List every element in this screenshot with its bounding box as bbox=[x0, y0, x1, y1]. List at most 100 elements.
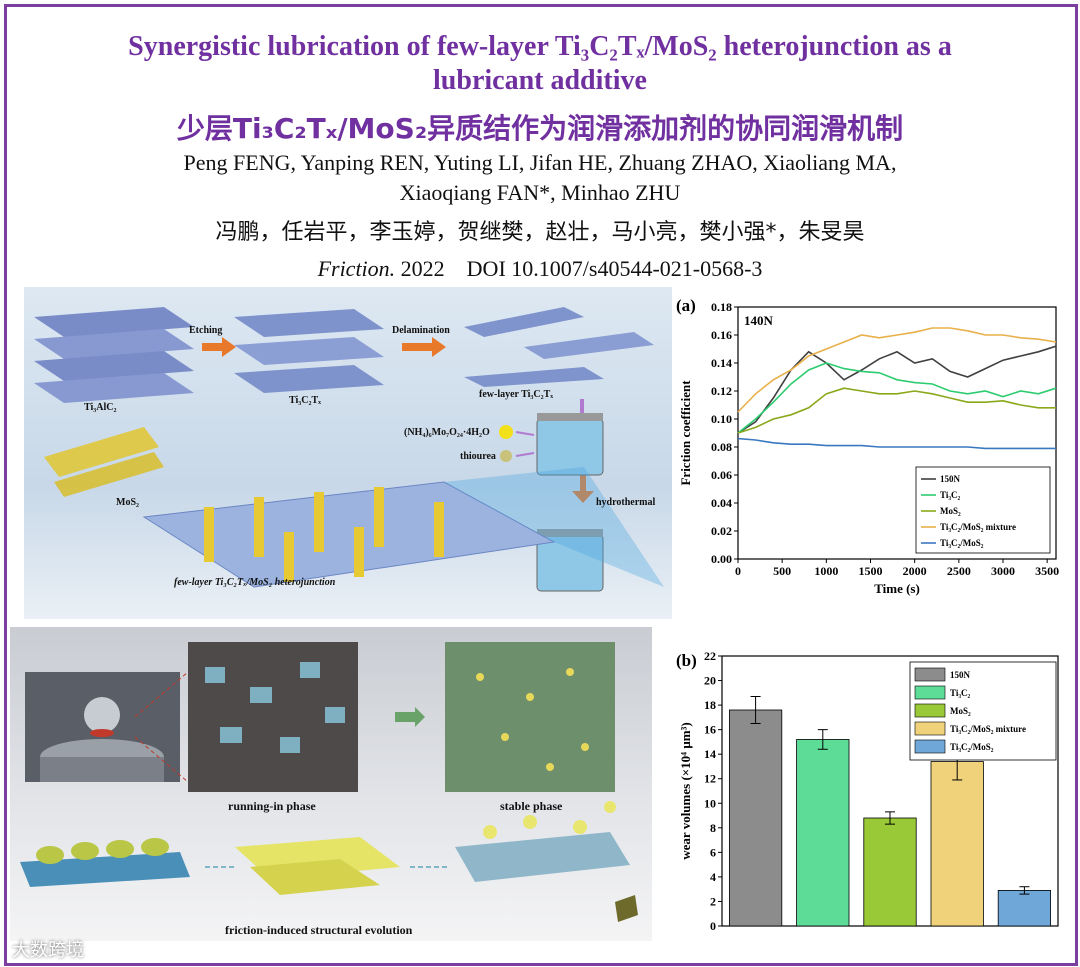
y-tick-label: 14 bbox=[704, 747, 716, 761]
evolution-stage-1 bbox=[20, 838, 190, 887]
y-tick-label: 4 bbox=[710, 870, 716, 884]
series-line-2 bbox=[737, 387, 1056, 434]
poster-frame bbox=[4, 4, 1078, 966]
hydrothermal-arrow bbox=[572, 469, 594, 503]
reactor-1 bbox=[536, 418, 604, 476]
legend-entry: 150N bbox=[950, 670, 971, 680]
series-line-3 bbox=[737, 327, 1057, 413]
y-tick-label: 0.08 bbox=[711, 440, 732, 454]
x-tick-label: 2500 bbox=[947, 564, 971, 578]
journal-year: 2022 bbox=[400, 256, 445, 281]
synthesis-schematic: Ti₃AlC₂ Etching Ti₃C₂Tₓ Delamination few… bbox=[24, 287, 672, 619]
y-tick-label: 0.06 bbox=[711, 468, 732, 482]
ti3alc2-stack bbox=[34, 307, 194, 403]
bar-1 bbox=[796, 739, 850, 927]
legend-swatch bbox=[914, 721, 946, 736]
legend-entry: MoS₂ bbox=[950, 706, 971, 716]
label-precursor: (NH₄)₆Mo₇O₂₄·4H₂O bbox=[404, 427, 490, 438]
ball bbox=[84, 697, 120, 733]
title-en-line1: Synergistic lubrication of few-layer Ti₃… bbox=[128, 31, 952, 62]
y-tick-label: 0.10 bbox=[711, 412, 732, 426]
y-tick-label: 0 bbox=[710, 919, 716, 933]
legend-entry: Ti₃C₂ bbox=[940, 490, 961, 500]
y-tick-label: 22 bbox=[704, 649, 716, 663]
label-etching: Etching bbox=[189, 325, 223, 336]
legend-swatch bbox=[914, 685, 946, 700]
legend-entry: MoS₂ bbox=[940, 506, 961, 516]
wear-volume-chart: (b) 0 2 4 6 8 10 12 14 16 18 20 22 wear volumes (×10⁴… bbox=[676, 649, 1059, 933]
authors-en-line1: Peng FENG, Yanping REN, Yuting LI, Jifan… bbox=[183, 150, 897, 175]
watermark: 大数跨境 bbox=[12, 940, 84, 961]
legend-entry: Ti₃C₂/MoS₂ mixture bbox=[940, 522, 1016, 532]
y-tick-label: 20 bbox=[704, 674, 716, 688]
legend-a bbox=[915, 466, 1051, 554]
legend-entry: 150N bbox=[940, 474, 961, 484]
etching-arrow bbox=[202, 337, 236, 357]
label-ti3alc2: Ti₃AlC₂ bbox=[84, 402, 117, 413]
bar-0 bbox=[728, 709, 783, 927]
label-evolution: friction-induced structural evolution bbox=[225, 923, 413, 937]
paper-title-en: Synergistic lubrication of few-layer Ti₃… bbox=[0, 30, 1080, 98]
legend-entry: Ti₃C₂ bbox=[950, 688, 971, 698]
phase-arrow bbox=[395, 707, 425, 727]
legend-entry: Ti₃C₂/MoS₂ bbox=[940, 538, 984, 548]
authors-en-line2: Xiaoqiang FAN*, Minhao ZHU bbox=[399, 180, 681, 205]
x-tick-label: 1500 bbox=[859, 564, 883, 578]
legend-swatch bbox=[914, 703, 946, 718]
y-tick-label: 18 bbox=[704, 698, 716, 712]
legend-swatch bbox=[914, 667, 946, 682]
authors-en: Peng FENG, Yanping REN, Yuting LI, Jifan… bbox=[0, 148, 1080, 208]
label-few-layer: few-layer Ti₃C₂Tₓ bbox=[479, 389, 554, 400]
ti3c2tx-stack bbox=[234, 309, 384, 393]
panel-label-a: (a) bbox=[676, 296, 696, 315]
legend-entry: Ti₃C₂/MoS₂ mixture bbox=[950, 724, 1026, 734]
evolution-stage-2 bbox=[235, 837, 400, 895]
journal-citation: Friction. 2022 DOI 10.1007/s40544-021-05… bbox=[0, 254, 1080, 284]
y-tick-label: 6 bbox=[710, 845, 716, 859]
series-line-4 bbox=[737, 437, 1056, 450]
label-running-in: running-in phase bbox=[228, 799, 316, 813]
evolution-stage-3 bbox=[455, 801, 638, 922]
legend-swatch bbox=[914, 739, 946, 754]
title-en-line2: lubricant additive bbox=[433, 65, 647, 96]
mechanism-illustration bbox=[20, 642, 638, 922]
y-tick-label: 2 bbox=[710, 894, 716, 908]
x-tick-label: 2000 bbox=[903, 564, 927, 578]
label-hydrothermal: hydrothermal bbox=[596, 497, 656, 508]
x-tick-label: 1000 bbox=[814, 564, 838, 578]
mos2-nanosheets bbox=[44, 427, 164, 497]
y-axis-label: Friction coefficient bbox=[678, 380, 693, 486]
heterojunction-structure bbox=[142, 481, 556, 588]
journal-name: Friction. bbox=[317, 256, 396, 281]
y-axis-label: wear volumes (×10⁴ μm³) bbox=[678, 722, 693, 860]
annotation-140n: 140N bbox=[744, 313, 774, 328]
label-mos2: MoS₂ bbox=[116, 497, 139, 508]
series-line-1 bbox=[737, 362, 1057, 434]
y-tick-label: 0.16 bbox=[711, 328, 732, 342]
y-tick-label: 0.14 bbox=[711, 356, 732, 370]
label-ti3c2tx: Ti₃C₂Tₓ bbox=[289, 395, 322, 406]
y-tick-label: 0.00 bbox=[711, 552, 732, 566]
bar-3 bbox=[930, 761, 984, 927]
y-tick-label: 8 bbox=[710, 821, 716, 835]
x-tick-label: 500 bbox=[773, 564, 791, 578]
y-tick-label: 0.02 bbox=[711, 524, 732, 538]
legend-entry: Ti₃C₂/MoS₂ bbox=[950, 742, 994, 752]
x-tick-label: 0 bbox=[735, 564, 741, 578]
y-tick-label: 0.04 bbox=[711, 496, 732, 510]
bar-2 bbox=[863, 817, 917, 927]
x-tick-label: 3000 bbox=[991, 564, 1015, 578]
bar-4 bbox=[997, 890, 1052, 927]
doi: DOI 10.1007/s40544-021-0568-3 bbox=[466, 256, 763, 281]
friction-coefficient-chart: (a) 140N 0 500 1000 1500 2000 2500 3000 3500 0.00 0… bbox=[676, 296, 1059, 596]
y-tick-label: 0.18 bbox=[711, 300, 732, 314]
x-axis-label: Time (s) bbox=[874, 581, 920, 596]
y-tick-label: 10 bbox=[704, 796, 716, 810]
stable-image bbox=[445, 642, 615, 792]
label-thiourea: thiourea bbox=[460, 451, 496, 462]
y-tick-label: 16 bbox=[704, 723, 716, 737]
label-delamination: Delamination bbox=[392, 325, 450, 336]
paper-title-cn: 少层Ti₃C₂Tₓ/MoS₂异质结作为润滑添加剂的协同润滑机制 bbox=[176, 112, 904, 145]
precursor-sphere bbox=[499, 425, 513, 439]
delamination-arrow bbox=[402, 337, 446, 357]
